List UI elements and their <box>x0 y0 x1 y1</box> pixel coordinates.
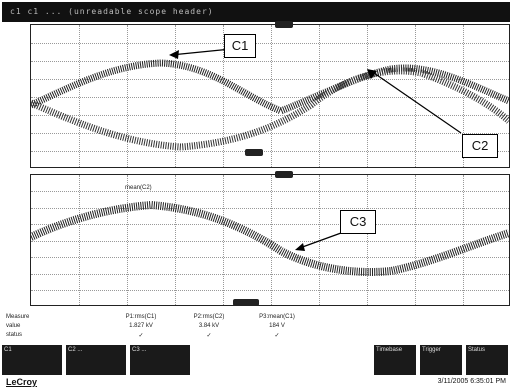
c1-arrow <box>170 48 232 56</box>
top-waveforms <box>31 48 509 151</box>
callout-c1-label: C1 <box>231 38 249 53</box>
timebase-block[interactable]: Timebase <box>374 345 416 375</box>
grid-line <box>367 175 368 305</box>
measure-p3-name[interactable]: P3:mean(C1) <box>259 314 295 320</box>
grid-line <box>175 175 176 305</box>
grid-line <box>31 151 509 152</box>
grid-line <box>463 175 464 305</box>
trigger-block[interactable]: Trigger <box>420 345 462 375</box>
waveform-c1 <box>31 59 509 115</box>
callout-c3: C3 <box>340 210 376 234</box>
measure-p2-status: ✓ <box>206 333 212 339</box>
measure-row-label: Measure <box>6 314 30 320</box>
grid-line <box>223 175 224 305</box>
measurement-table: Measure value status P1:rms(C1) 1.827 kV… <box>2 312 510 342</box>
measure-p3-status: ✓ <box>274 333 280 339</box>
c3-arrowhead <box>295 243 305 251</box>
callout-c2: C2 <box>462 134 498 158</box>
channel-c3-label: C3 ... <box>132 347 147 353</box>
c3-arrow <box>296 232 342 250</box>
grid-line <box>463 25 464 167</box>
plot-label: mean(C2) <box>125 185 152 191</box>
status-row-label: status <box>6 332 23 338</box>
bottom-waveforms: mean(C2) <box>31 185 509 277</box>
grid-line <box>127 25 128 167</box>
measure-p3-value: 184 V <box>269 323 285 329</box>
callout-c3-label: C3 <box>349 214 367 229</box>
waveform-grid-bottom: mean(C2) <box>30 171 510 306</box>
channel-c3-block[interactable]: C3 ... <box>130 345 190 375</box>
waveform-grid-top <box>30 21 510 168</box>
waveform-c3 <box>31 200 509 277</box>
channel-c1-label: C1 <box>4 347 12 353</box>
cursor-marker-bottom[interactable] <box>233 299 259 306</box>
grid-line <box>271 25 272 167</box>
callout-c2-label: C2 <box>471 138 489 153</box>
waveform-c2 <box>31 67 509 151</box>
grid-line <box>31 133 509 134</box>
measure-p1-value: 1.827 kV <box>129 323 153 329</box>
status-bar-text: c1 c1 ... (unreadable scope header) <box>10 7 214 16</box>
cursor-marker[interactable] <box>245 149 263 156</box>
grid-line <box>31 208 509 209</box>
callout-c1: C1 <box>224 34 256 58</box>
grid-line <box>31 115 509 116</box>
scope-status-bar: c1 c1 ... (unreadable scope header) <box>2 2 510 22</box>
channel-c2-label: C2 ... <box>68 347 83 353</box>
grid-line <box>127 175 128 305</box>
status-block[interactable]: Status <box>466 345 508 375</box>
grid-line <box>415 175 416 305</box>
channel-c2-block[interactable]: C2 ... <box>66 345 126 375</box>
c2-arrow <box>370 70 462 134</box>
grid-line <box>31 191 509 192</box>
grid-line <box>31 79 509 80</box>
measure-p1-name[interactable]: P1:rms(C1) <box>125 314 157 320</box>
measure-p1-status: ✓ <box>138 333 144 339</box>
value-row-label: value <box>6 323 21 329</box>
grid-line <box>79 175 80 305</box>
trigger-marker[interactable] <box>275 21 293 28</box>
c2-arrowhead <box>367 69 377 79</box>
grid-line <box>271 175 272 305</box>
status-label: Status <box>468 347 486 353</box>
grid-line <box>223 25 224 167</box>
grid-line <box>31 43 509 44</box>
timestamp: 3/11/2005 6:35:01 PM <box>437 378 506 385</box>
grid-line <box>175 25 176 167</box>
grid-line <box>79 25 80 167</box>
measure-p2-name[interactable]: P2:rms(C2) <box>193 314 225 320</box>
channel-c1-block[interactable]: C1 <box>2 345 62 375</box>
grid-line <box>31 290 509 291</box>
timebase-label: Timebase <box>376 347 403 353</box>
grid-line <box>415 25 416 167</box>
grid-line <box>31 61 509 62</box>
brand-logo: LeCroy <box>6 377 38 387</box>
grid-line <box>319 175 320 305</box>
channel-control-bar: C1 C2 ... C3 ... Timebase Trigger Status <box>2 345 510 375</box>
grid-line <box>31 224 509 225</box>
grid-line <box>31 274 509 275</box>
measure-p2-value: 3.84 kV <box>198 323 220 329</box>
grid-line <box>31 257 509 258</box>
c1-arrowhead <box>169 50 179 59</box>
grid-line <box>367 25 368 167</box>
trigger-marker-bottom[interactable] <box>275 171 293 178</box>
trigger-label: Trigger <box>422 347 441 353</box>
grid-line <box>31 97 509 98</box>
grid-line <box>31 241 509 242</box>
